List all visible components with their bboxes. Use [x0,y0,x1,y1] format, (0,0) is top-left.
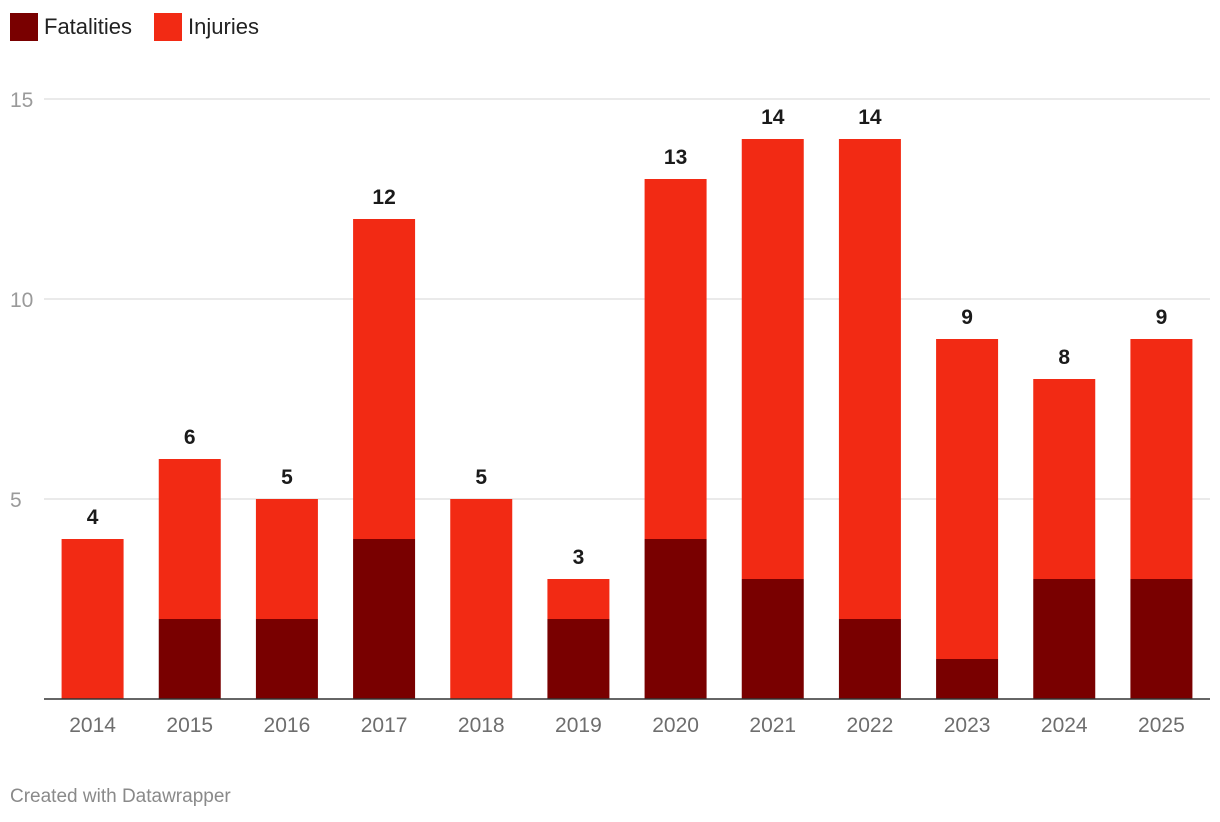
bar-injuries-2020 [644,179,707,539]
bar-injuries-2022 [838,139,901,619]
x-tick-label-2017: 2017 [361,714,408,737]
bar-fatalities-2024 [1033,579,1096,699]
bar-fatalities-2019 [547,619,610,699]
bar-fatalities-2016 [255,619,318,699]
legend-swatch-injuries [154,13,183,41]
bar-fatalities-2022 [838,619,901,699]
legend-label-injuries: Injuries [188,14,259,39]
y-tick-label-15: 15 [10,89,33,112]
bar-injuries-2018 [450,499,513,699]
bar-injuries-2023 [936,339,999,659]
x-tick-label-2021: 2021 [749,714,796,737]
bar-fatalities-2023 [936,659,999,699]
legend: Fatalities Injuries [10,13,259,41]
x-tick-label-2014: 2014 [69,714,116,737]
total-label-2021: 14 [761,106,785,129]
bar-injuries-2021 [741,139,804,579]
bar-injuries-2017 [353,219,416,539]
x-tick-label-2016: 2016 [264,714,311,737]
total-label-2015: 6 [184,426,196,449]
x-tick-label-2020: 2020 [652,714,699,737]
x-tick-label-2022: 2022 [847,714,894,737]
total-label-2016: 5 [281,466,293,489]
y-tick-label-10: 10 [10,289,33,312]
total-label-2020: 13 [664,146,687,169]
y-tick-label-5: 5 [10,489,22,512]
total-label-2024: 8 [1058,346,1070,369]
x-tick-label-2024: 2024 [1041,714,1088,737]
total-label-2014: 4 [87,506,99,529]
total-label-2017: 12 [372,186,395,209]
legend-swatch-fatalities [10,13,38,41]
credit-footer: Created with Datawrapper [10,786,231,807]
x-tick-label-2023: 2023 [944,714,991,737]
bar-fatalities-2020 [644,539,707,699]
bar-injuries-2015 [158,459,221,619]
bar-injuries-2014 [61,539,124,699]
legend-item-fatalities[interactable]: Fatalities [10,13,132,41]
total-label-2023: 9 [961,306,973,329]
bar-fatalities-2015 [158,619,221,699]
bar-fatalities-2017 [353,539,416,699]
total-label-2018: 5 [475,466,487,489]
x-tick-label-2019: 2019 [555,714,602,737]
bar-injuries-2016 [255,499,318,619]
total-label-2022: 14 [858,106,882,129]
legend-item-injuries[interactable]: Injuries [154,13,259,41]
x-tick-label-2025: 2025 [1138,714,1185,737]
bar-injuries-2019 [547,579,610,619]
bar-fatalities-2021 [741,579,804,699]
total-label-2025: 9 [1156,306,1168,329]
bar-injuries-2024 [1033,379,1096,579]
bar-injuries-2025 [1130,339,1193,579]
x-tick-label-2018: 2018 [458,714,505,737]
legend-label-fatalities: Fatalities [44,14,133,39]
x-tick-label-2015: 2015 [166,714,213,737]
total-label-2019: 3 [573,546,585,569]
bar-fatalities-2025 [1130,579,1193,699]
stacked-bar-chart: 5 10 15 4 2014 6 2015 5 2016 12 2017 5 2018 3 2019 13 20… [10,89,1210,737]
